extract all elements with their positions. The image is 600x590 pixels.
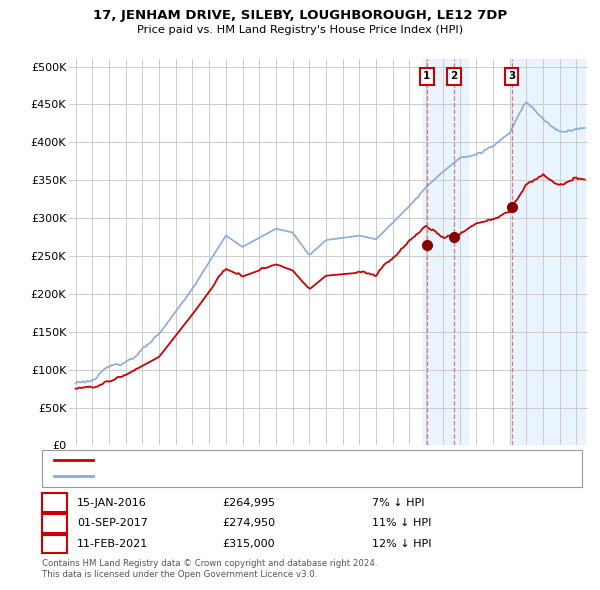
Text: 17, JENHAM DRIVE, SILEBY, LOUGHBOROUGH, LE12 7DP (detached house): 17, JENHAM DRIVE, SILEBY, LOUGHBOROUGH, … <box>99 455 469 465</box>
Bar <box>509 59 584 445</box>
Text: 2: 2 <box>51 519 58 528</box>
Text: 7% ↓ HPI: 7% ↓ HPI <box>372 498 425 507</box>
Text: 11% ↓ HPI: 11% ↓ HPI <box>372 519 431 528</box>
Text: £315,000: £315,000 <box>222 539 275 549</box>
Bar <box>423 59 468 445</box>
Text: 17, JENHAM DRIVE, SILEBY, LOUGHBOROUGH, LE12 7DP: 17, JENHAM DRIVE, SILEBY, LOUGHBOROUGH, … <box>93 9 507 22</box>
Text: 15-JAN-2016: 15-JAN-2016 <box>77 498 146 507</box>
Text: This data is licensed under the Open Government Licence v3.0.: This data is licensed under the Open Gov… <box>42 571 317 579</box>
Text: £274,950: £274,950 <box>222 519 275 528</box>
Text: 3: 3 <box>51 539 58 549</box>
Text: £264,995: £264,995 <box>222 498 275 507</box>
Text: Contains HM Land Registry data © Crown copyright and database right 2024.: Contains HM Land Registry data © Crown c… <box>42 559 377 568</box>
Text: 2: 2 <box>451 71 458 81</box>
Text: HPI: Average price, detached house, Charnwood: HPI: Average price, detached house, Char… <box>99 471 340 481</box>
Text: 1: 1 <box>423 71 430 81</box>
Text: 11-FEB-2021: 11-FEB-2021 <box>77 539 148 549</box>
Text: 3: 3 <box>508 71 515 81</box>
Text: 1: 1 <box>51 498 58 507</box>
Text: 01-SEP-2017: 01-SEP-2017 <box>77 519 148 528</box>
Text: Price paid vs. HM Land Registry's House Price Index (HPI): Price paid vs. HM Land Registry's House … <box>137 25 463 35</box>
Text: 12% ↓ HPI: 12% ↓ HPI <box>372 539 431 549</box>
